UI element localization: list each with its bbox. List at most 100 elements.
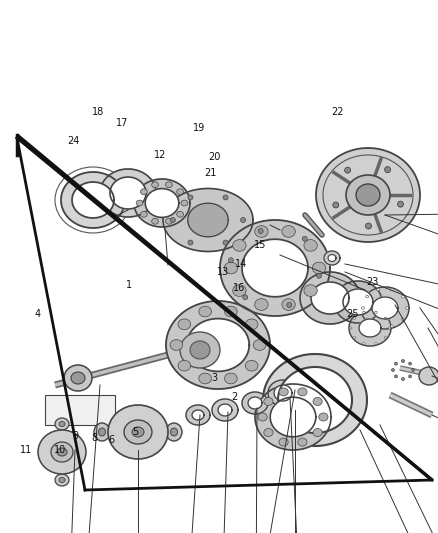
Text: 20: 20	[208, 152, 221, 162]
Ellipse shape	[401, 295, 404, 298]
Ellipse shape	[390, 325, 393, 328]
Ellipse shape	[132, 427, 144, 437]
Polygon shape	[188, 203, 228, 237]
Text: 23: 23	[366, 278, 378, 287]
Text: 22: 22	[331, 107, 343, 117]
Ellipse shape	[304, 240, 317, 251]
Ellipse shape	[279, 388, 288, 396]
Ellipse shape	[385, 167, 391, 173]
Ellipse shape	[361, 306, 364, 309]
Text: 11: 11	[20, 446, 32, 455]
Polygon shape	[300, 272, 360, 324]
Ellipse shape	[136, 200, 143, 206]
Ellipse shape	[170, 340, 183, 350]
Polygon shape	[163, 189, 253, 252]
Ellipse shape	[385, 337, 387, 339]
Ellipse shape	[245, 360, 258, 371]
Ellipse shape	[395, 362, 397, 365]
Ellipse shape	[199, 306, 212, 317]
Ellipse shape	[59, 422, 65, 426]
Polygon shape	[72, 182, 114, 218]
Polygon shape	[334, 281, 382, 323]
Polygon shape	[100, 169, 156, 217]
Ellipse shape	[313, 398, 322, 406]
Ellipse shape	[225, 373, 237, 384]
Polygon shape	[372, 297, 398, 319]
Ellipse shape	[190, 341, 210, 359]
Ellipse shape	[402, 377, 405, 381]
Polygon shape	[359, 319, 381, 337]
Ellipse shape	[178, 360, 191, 371]
Ellipse shape	[363, 311, 365, 313]
Ellipse shape	[350, 327, 352, 329]
Ellipse shape	[388, 327, 391, 329]
Ellipse shape	[177, 189, 184, 195]
Ellipse shape	[166, 182, 172, 188]
Ellipse shape	[99, 428, 106, 436]
Ellipse shape	[377, 325, 380, 328]
Ellipse shape	[279, 438, 288, 446]
Text: 15: 15	[254, 240, 267, 250]
Polygon shape	[361, 287, 409, 329]
Text: 17: 17	[117, 118, 129, 127]
Ellipse shape	[243, 295, 248, 300]
Polygon shape	[311, 282, 349, 314]
Ellipse shape	[317, 273, 321, 278]
Polygon shape	[274, 385, 292, 401]
Ellipse shape	[199, 373, 212, 384]
Polygon shape	[324, 251, 340, 265]
Ellipse shape	[240, 217, 246, 222]
Ellipse shape	[356, 184, 380, 206]
Ellipse shape	[55, 418, 69, 430]
Ellipse shape	[319, 413, 328, 421]
Ellipse shape	[302, 236, 307, 241]
Ellipse shape	[178, 319, 191, 329]
Ellipse shape	[177, 212, 184, 217]
Text: 16: 16	[233, 283, 245, 293]
Ellipse shape	[363, 343, 365, 345]
Polygon shape	[134, 179, 190, 227]
Polygon shape	[242, 239, 308, 297]
Ellipse shape	[411, 368, 414, 372]
Ellipse shape	[51, 442, 73, 462]
Ellipse shape	[71, 372, 85, 384]
Ellipse shape	[170, 428, 177, 436]
Ellipse shape	[377, 288, 380, 291]
Ellipse shape	[258, 413, 267, 421]
Ellipse shape	[353, 317, 356, 319]
Text: 14: 14	[235, 259, 247, 269]
Ellipse shape	[141, 189, 147, 195]
Text: 10: 10	[54, 446, 67, 455]
Ellipse shape	[397, 201, 403, 207]
Ellipse shape	[255, 298, 268, 310]
Ellipse shape	[180, 332, 220, 368]
Polygon shape	[328, 254, 336, 262]
Ellipse shape	[316, 148, 420, 242]
Polygon shape	[212, 399, 238, 421]
Text: 9: 9	[73, 431, 79, 441]
Ellipse shape	[375, 343, 377, 345]
Text: 8: 8	[91, 433, 97, 443]
Polygon shape	[110, 177, 146, 209]
Ellipse shape	[313, 429, 322, 437]
Polygon shape	[186, 405, 210, 425]
Polygon shape	[192, 410, 204, 420]
Ellipse shape	[188, 240, 193, 245]
Text: 19: 19	[193, 123, 205, 133]
Polygon shape	[255, 384, 331, 450]
Text: 13: 13	[217, 267, 230, 277]
Polygon shape	[268, 380, 298, 406]
Ellipse shape	[282, 225, 295, 237]
Ellipse shape	[264, 429, 273, 437]
Polygon shape	[349, 310, 391, 346]
Polygon shape	[220, 220, 330, 316]
Ellipse shape	[298, 388, 307, 396]
Text: 3: 3	[212, 374, 218, 383]
Ellipse shape	[345, 167, 351, 173]
Ellipse shape	[38, 430, 86, 474]
Ellipse shape	[385, 317, 387, 319]
Ellipse shape	[365, 223, 371, 229]
Ellipse shape	[228, 258, 233, 263]
Ellipse shape	[57, 448, 67, 456]
Ellipse shape	[223, 195, 228, 200]
